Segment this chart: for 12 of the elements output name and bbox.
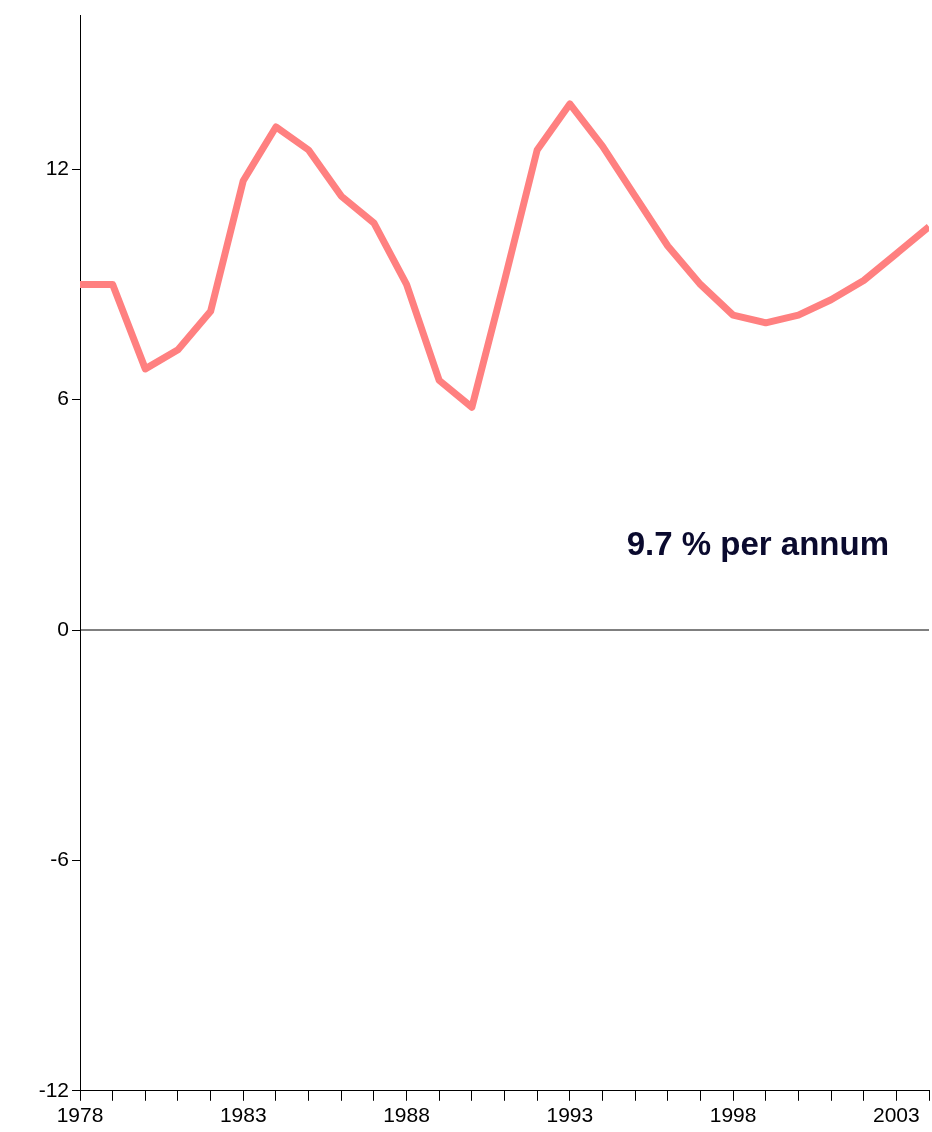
x-tick-label: 2003 <box>872 1103 920 1127</box>
x-tick-label: 1988 <box>383 1103 430 1127</box>
x-tick-label: 1998 <box>709 1103 757 1127</box>
y-tick-label: -12 <box>38 1077 69 1101</box>
y-tick-label: 0 <box>57 616 69 640</box>
y-tick-label: -6 <box>50 847 69 871</box>
x-tick-label: 1983 <box>219 1103 267 1127</box>
y-tick-label: 12 <box>45 156 69 179</box>
x-tick-label: 1993 <box>546 1103 594 1127</box>
x-tick-label: 1978 <box>56 1103 104 1127</box>
annotation: 9.7 % per annum <box>626 525 889 563</box>
y-tick-label: 6 <box>57 386 69 410</box>
